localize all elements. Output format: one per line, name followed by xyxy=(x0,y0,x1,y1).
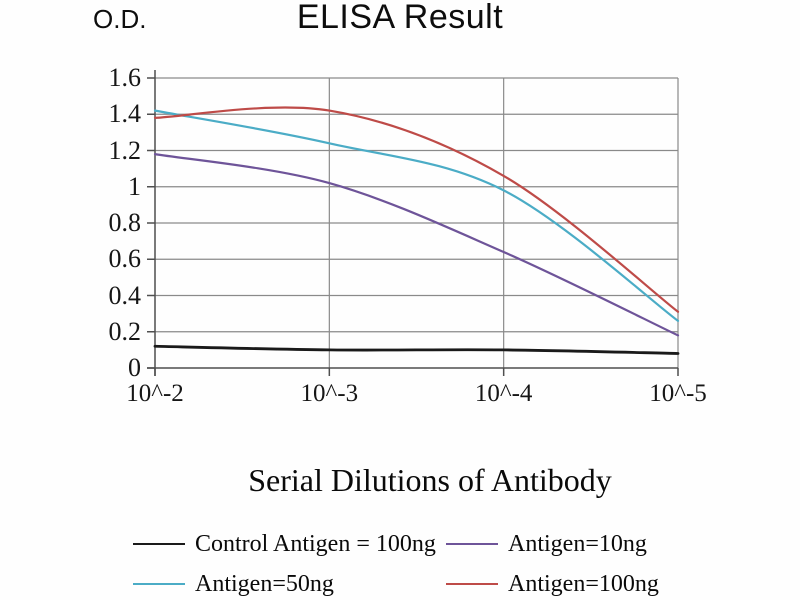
legend-line-swatch xyxy=(446,583,498,585)
y-tick-label: 0.2 xyxy=(108,316,142,346)
y-tick-label: 1.6 xyxy=(108,63,142,92)
y-tick-label: 1.2 xyxy=(108,135,142,165)
x-axis-title: Serial Dilutions of Antibody xyxy=(248,462,612,498)
series-line-0 xyxy=(153,344,680,355)
legend-line-swatch xyxy=(133,583,185,585)
legend-label: Antigen=100ng xyxy=(508,571,659,597)
x-tick-label: 10^-3 xyxy=(300,380,359,407)
series-line-2 xyxy=(153,109,680,322)
chart-title: ELISA Result xyxy=(296,0,504,36)
y-tick-label: 0.4 xyxy=(108,280,142,310)
y-tick-label: 0.6 xyxy=(108,244,142,274)
x-tick-label: 10^-5 xyxy=(649,380,707,407)
y-tick-label: 0.8 xyxy=(108,208,142,237)
legend-label: Antigen=10ng xyxy=(508,531,647,557)
y-tick-label: 1.4 xyxy=(108,99,142,129)
legend-line-swatch xyxy=(133,543,185,545)
series-line-1 xyxy=(153,153,680,337)
legend-line-swatch xyxy=(446,543,498,545)
legend-label: Control Antigen = 100ng xyxy=(195,531,436,557)
y-tick-label: 1 xyxy=(128,171,141,201)
y-axis-label: O.D. xyxy=(93,4,147,34)
legend-label: Antigen=50ng xyxy=(195,571,334,597)
y-tick-label: 0 xyxy=(128,353,141,382)
x-tick-label: 10^-4 xyxy=(474,380,533,407)
series-line-3 xyxy=(153,106,680,313)
x-tick-label: 10^-2 xyxy=(126,380,184,407)
